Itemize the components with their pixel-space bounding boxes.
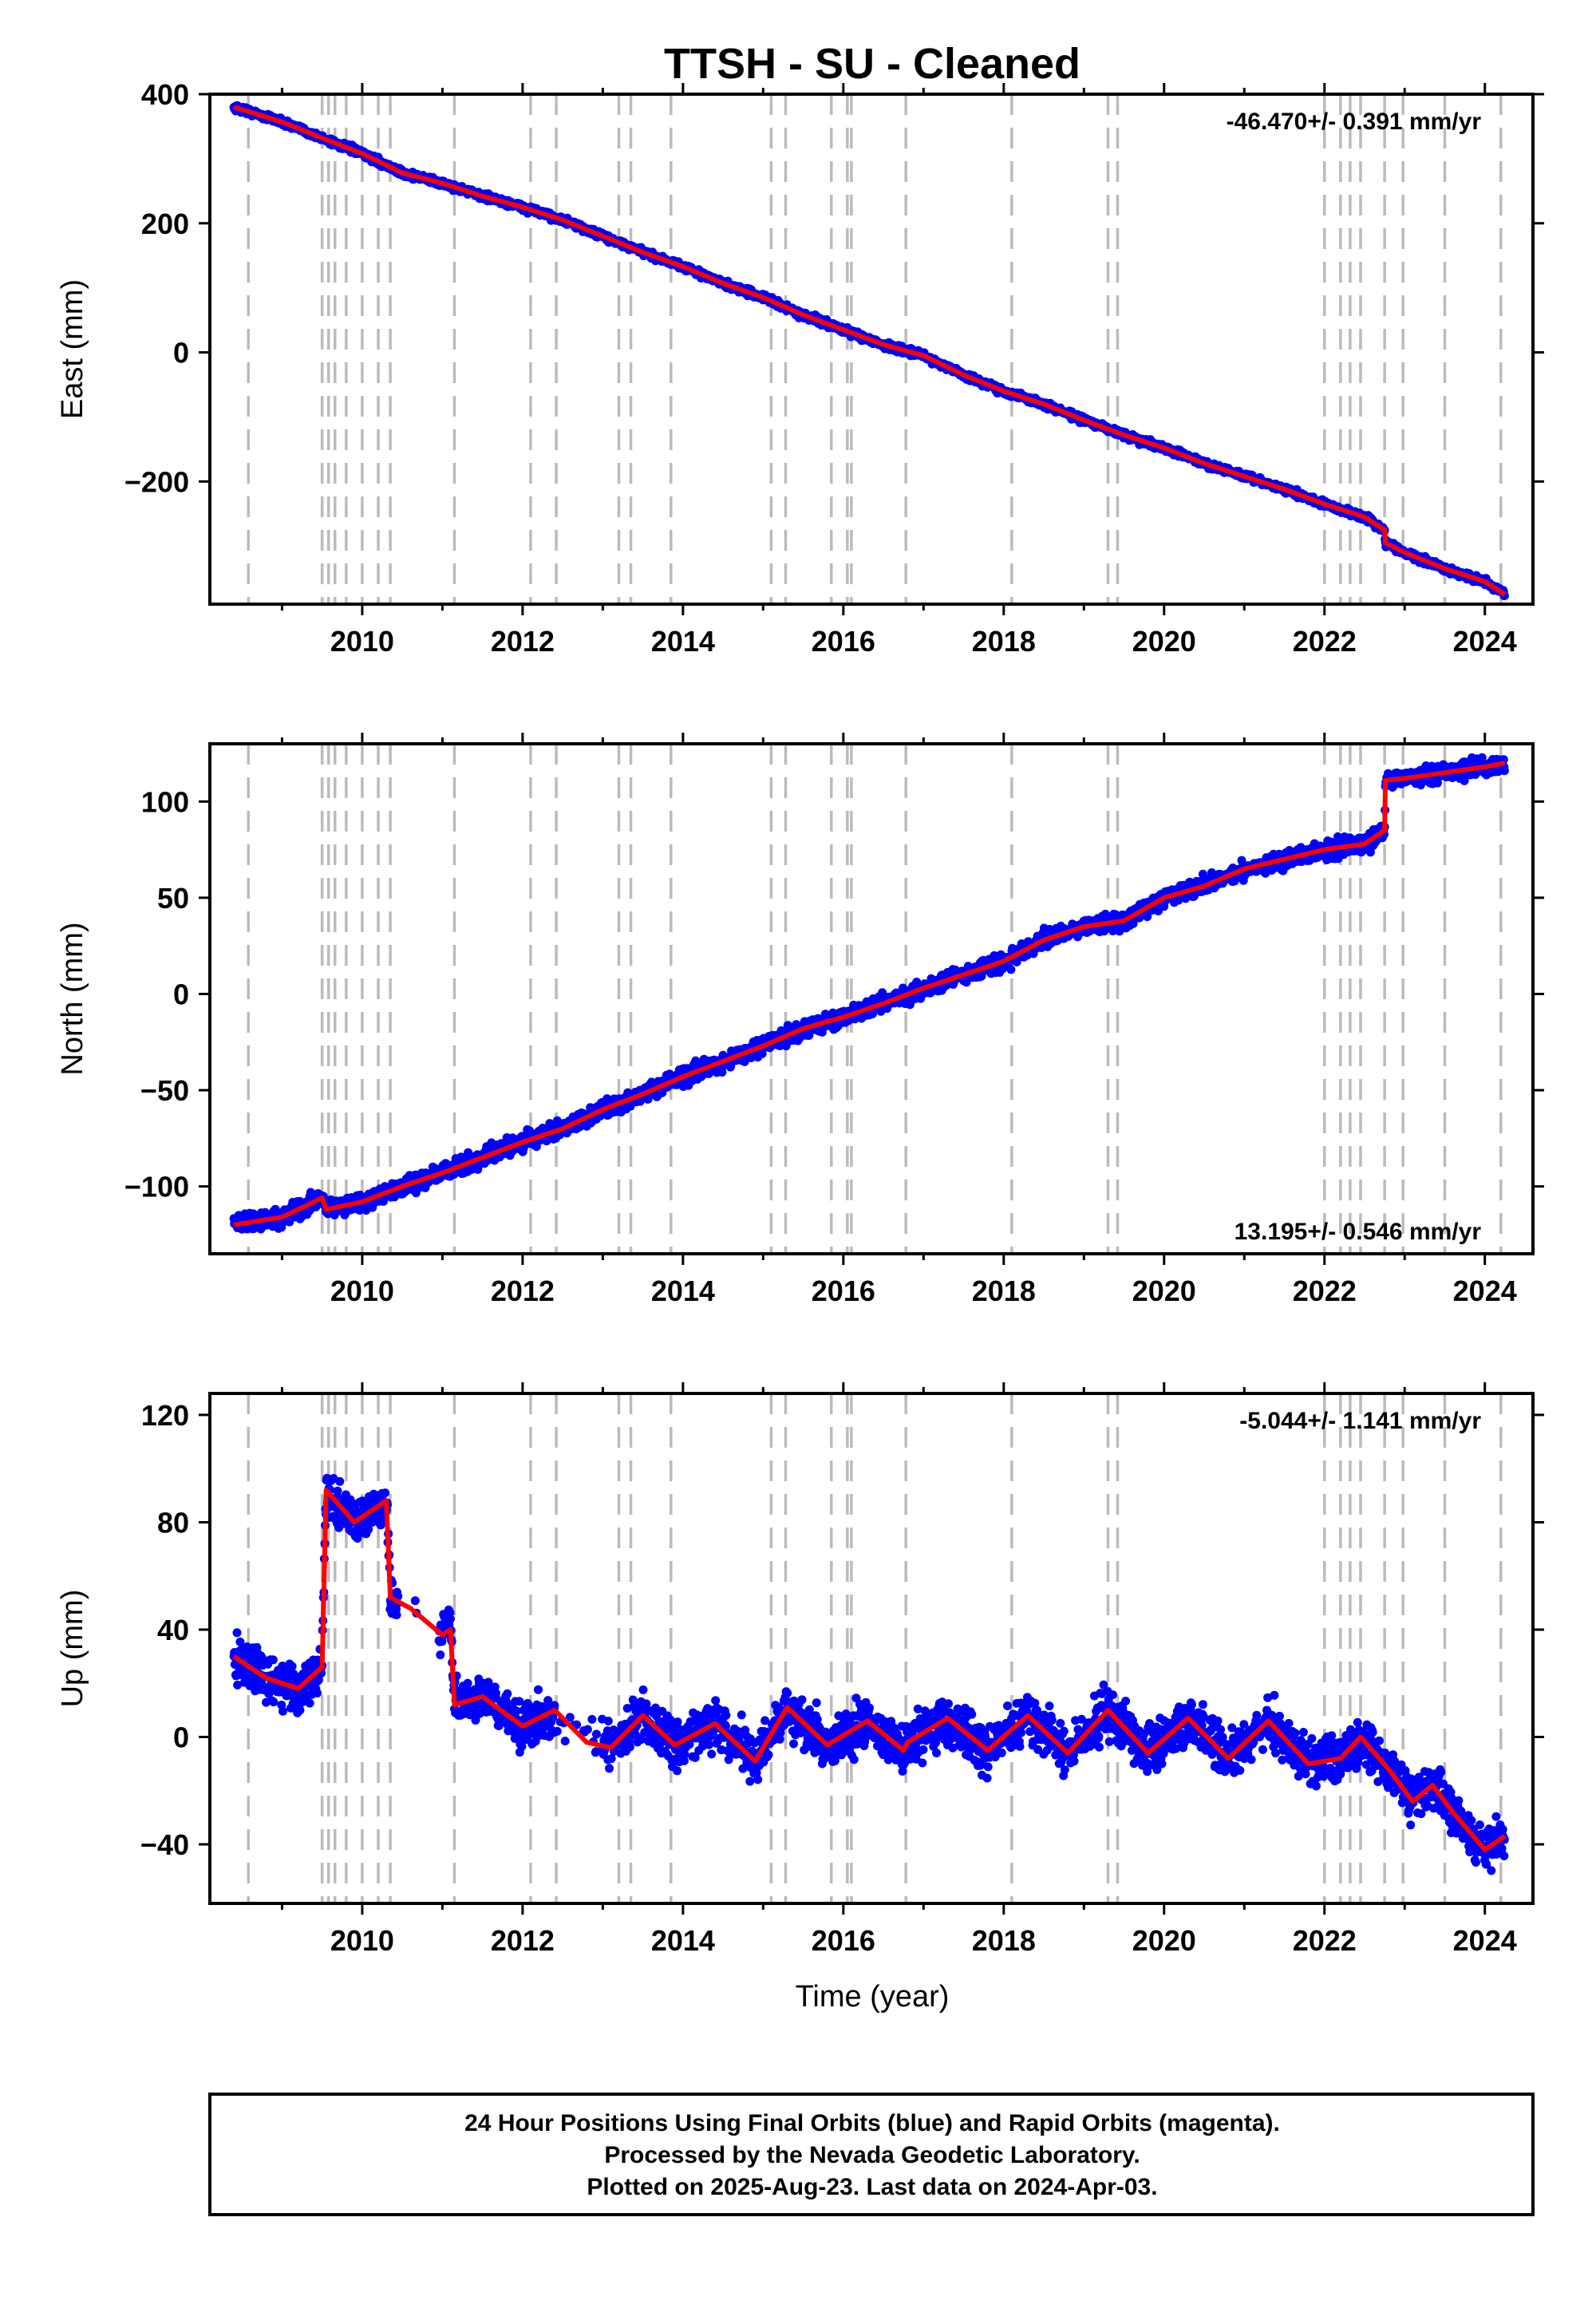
east-panel: 2010 2012 2014 2016 2018 2020 2022 2024 400 200 0 −… — [56, 78, 1544, 658]
y-tick-label: 200 — [141, 207, 189, 240]
rate-label: -46.470+/- 0.391 mm/yr — [1227, 109, 1482, 135]
north-panel: 2010 2012 2014 2016 2018 2020 2022 2024100500−5… — [56, 733, 1544, 1307]
model-line — [233, 105, 1507, 597]
y-tick-label: 400 — [141, 78, 189, 111]
x-tick-label: 2010 — [330, 625, 394, 658]
x-tick-label: 2014 — [651, 625, 715, 658]
y-tick-label: −200 — [124, 465, 189, 498]
data-point — [1006, 965, 1016, 974]
data-point — [962, 978, 971, 987]
y-axis-label: East (mm) — [56, 279, 89, 419]
plot-area — [229, 94, 1509, 604]
data-point — [757, 1049, 767, 1058]
x-tick-label: 2022 — [1293, 625, 1357, 658]
x-tick-label: 2016 — [812, 625, 875, 658]
x-tick-label: 2024 — [1453, 625, 1517, 658]
x-tick-label: 2012 — [491, 625, 555, 658]
plot-frame — [208, 93, 1535, 606]
x-tick-label: 2018 — [972, 625, 1036, 658]
figure-title: TTSH - SU - Cleaned — [664, 40, 1080, 88]
x-tick-label: 2020 — [1132, 625, 1196, 658]
data-points — [229, 753, 1509, 1234]
y-tick-label: 0 — [173, 337, 189, 370]
plot-area — [229, 744, 1509, 1254]
